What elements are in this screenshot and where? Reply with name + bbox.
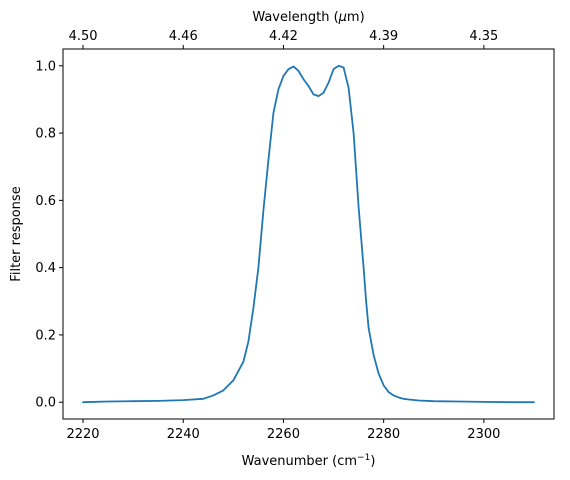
y-tick-label: 0.4 [35, 261, 56, 276]
axes: 2220 2240 2260 2280 2300 0.0 0.2 0.4 0.6 0.8 1.0 4.… [35, 29, 555, 442]
top-tick-label: 4.42 [269, 29, 298, 44]
y-tick-label: 0.8 [35, 127, 56, 142]
top-tick-label: 4.35 [469, 29, 498, 44]
x-tick-label: 2260 [267, 427, 300, 442]
x-axis-label-exponent: −1 [357, 453, 370, 463]
x-tick-label: 2300 [467, 427, 500, 442]
top-tick-label: 4.50 [69, 29, 98, 44]
x-tick-label: 2280 [367, 427, 400, 442]
x-axis-label: Wavenumber (cm−1) [242, 453, 376, 469]
x-tick-label: 2220 [66, 427, 99, 442]
top-tick-label: 4.39 [369, 29, 398, 44]
plot-frame [62, 48, 555, 420]
y-tick-label: 1.0 [35, 59, 56, 74]
y-tick-label: 0.2 [35, 328, 56, 343]
y-axis-label: Filter response [9, 186, 24, 281]
y-tick-label: 0.0 [35, 396, 56, 411]
plot-area [82, 64, 535, 404]
x-tick-label: 2240 [167, 427, 200, 442]
top-tick-label: 4.46 [169, 29, 198, 44]
top-axis-label: Wavelength (μm) [252, 10, 364, 25]
series-line [82, 64, 535, 404]
y-tick-label: 0.6 [35, 194, 56, 209]
